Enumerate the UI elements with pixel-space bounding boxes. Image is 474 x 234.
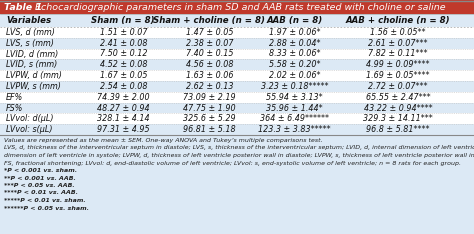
Text: 35.96 ± 1.44*: 35.96 ± 1.44*	[266, 103, 323, 113]
Text: 1.69 ± 0.05****: 1.69 ± 0.05****	[366, 71, 430, 80]
Bar	[0, 113, 474, 124]
Bar	[0, 70, 474, 81]
Bar	[0, 59, 474, 70]
Text: 1.97 ± 0.06*: 1.97 ± 0.06*	[269, 28, 320, 37]
Text: 1.47 ± 0.05: 1.47 ± 0.05	[185, 28, 233, 37]
Text: LVID, s (mm): LVID, s (mm)	[6, 60, 57, 69]
Text: ******P < 0.05 vs. sham.: ******P < 0.05 vs. sham.	[4, 205, 89, 211]
Text: AAB (n = 8): AAB (n = 8)	[266, 16, 323, 25]
Text: FS, fractional shortening; LVvol: d, end-diastolic volume of left ventricle; LVv: FS, fractional shortening; LVvol: d, end…	[4, 161, 461, 165]
Bar	[0, 0, 474, 14]
Text: Table 1: Table 1	[4, 3, 42, 11]
Text: LVS, s (mm): LVS, s (mm)	[6, 39, 54, 48]
Bar	[0, 14, 474, 27]
Text: 2.38 ± 0.07: 2.38 ± 0.07	[185, 39, 233, 48]
Text: 4.52 ± 0.08: 4.52 ± 0.08	[100, 60, 147, 69]
Text: 325.6 ± 5.29: 325.6 ± 5.29	[183, 114, 236, 123]
Text: 7.50 ± 0.12: 7.50 ± 0.12	[100, 50, 147, 58]
Text: 97.31 ± 4.95: 97.31 ± 4.95	[97, 125, 150, 134]
Text: dimension of left ventricle in systole; LVPW, d, thickness of left ventricle pos: dimension of left ventricle in systole; …	[4, 153, 474, 158]
Text: 1.63 ± 0.06: 1.63 ± 0.06	[185, 71, 233, 80]
Text: 43.22 ± 0.94****: 43.22 ± 0.94****	[364, 103, 433, 113]
Text: 2.88 ± 0.04*: 2.88 ± 0.04*	[269, 39, 320, 48]
Text: 7.40 ± 0.15: 7.40 ± 0.15	[185, 50, 233, 58]
Text: EF%: EF%	[6, 93, 23, 102]
Text: 1.51 ± 0.07: 1.51 ± 0.07	[100, 28, 147, 37]
Text: Sham (n = 8): Sham (n = 8)	[91, 16, 155, 25]
Text: *****P < 0.01 vs. sham.: *****P < 0.01 vs. sham.	[4, 198, 86, 203]
Text: 2.61 ± 0.07***: 2.61 ± 0.07***	[368, 39, 428, 48]
Text: Sham + choline (n = 8): Sham + choline (n = 8)	[153, 16, 265, 25]
Text: 2.02 ± 0.06*: 2.02 ± 0.06*	[269, 71, 320, 80]
Text: LVS, d, thickness of the interventricular septum in diastole; LVS, s, thickness : LVS, d, thickness of the interventricula…	[4, 146, 474, 150]
Text: LVvol: d(μL): LVvol: d(μL)	[6, 114, 54, 123]
Text: ***P < 0.05 vs. AAB.: ***P < 0.05 vs. AAB.	[4, 183, 75, 188]
Text: 96.81 ± 5.18: 96.81 ± 5.18	[183, 125, 236, 134]
Text: Echocardiographic parameters in sham SD and AAB rats treated with choline or sal: Echocardiographic parameters in sham SD …	[32, 3, 446, 11]
Text: 5.58 ± 0.20*: 5.58 ± 0.20*	[269, 60, 320, 69]
Text: 364 ± 6.49******: 364 ± 6.49******	[260, 114, 329, 123]
Text: LVS, d (mm): LVS, d (mm)	[6, 28, 55, 37]
Text: 2.62 ± 0.13: 2.62 ± 0.13	[185, 82, 233, 91]
Text: 123.3 ± 3.83*****: 123.3 ± 3.83*****	[258, 125, 331, 134]
Text: *P < 0.001 vs. sham.: *P < 0.001 vs. sham.	[4, 168, 77, 173]
Bar	[0, 49, 474, 59]
Text: 4.99 ± 0.09****: 4.99 ± 0.09****	[366, 60, 430, 69]
Text: 73.09 ± 2.19: 73.09 ± 2.19	[183, 93, 236, 102]
Text: LVvol: s(μL): LVvol: s(μL)	[6, 125, 53, 134]
Bar	[0, 102, 474, 113]
Text: Values are represented as the mean ± SEM. One-way ANOVA and Tukey’s multiple com: Values are represented as the mean ± SEM…	[4, 138, 323, 143]
Bar	[0, 81, 474, 92]
Text: ****P < 0.01 vs. AAB.: ****P < 0.01 vs. AAB.	[4, 190, 78, 195]
Text: 1.67 ± 0.05: 1.67 ± 0.05	[100, 71, 147, 80]
Text: 3.23 ± 0.18*****: 3.23 ± 0.18*****	[261, 82, 328, 91]
Text: 4.56 ± 0.08: 4.56 ± 0.08	[185, 60, 233, 69]
Bar	[0, 92, 474, 102]
Text: 65.55 ± 2.47***: 65.55 ± 2.47***	[366, 93, 430, 102]
Text: 2.41 ± 0.08: 2.41 ± 0.08	[100, 39, 147, 48]
Text: 2.72 ± 0.07***: 2.72 ± 0.07***	[368, 82, 428, 91]
Text: LVPW, d (mm): LVPW, d (mm)	[6, 71, 62, 80]
Bar	[0, 38, 474, 49]
Text: 48.27 ± 0.94: 48.27 ± 0.94	[97, 103, 150, 113]
Text: 55.94 ± 3.13*: 55.94 ± 3.13*	[266, 93, 323, 102]
Text: LVID, d (mm): LVID, d (mm)	[6, 50, 58, 58]
Text: 96.8 ± 5.81****: 96.8 ± 5.81****	[366, 125, 430, 134]
Bar	[0, 124, 474, 135]
Text: 2.54 ± 0.08: 2.54 ± 0.08	[100, 82, 147, 91]
Text: 47.75 ± 1.90: 47.75 ± 1.90	[183, 103, 236, 113]
Text: 8.33 ± 0.06*: 8.33 ± 0.06*	[269, 50, 320, 58]
Text: 328.1 ± 4.14: 328.1 ± 4.14	[97, 114, 150, 123]
Text: **P < 0.001 vs. AAB.: **P < 0.001 vs. AAB.	[4, 176, 76, 180]
Text: 329.3 ± 14.11***: 329.3 ± 14.11***	[364, 114, 433, 123]
Text: 1.56 ± 0.05**: 1.56 ± 0.05**	[371, 28, 426, 37]
Text: Variables: Variables	[6, 16, 51, 25]
Text: AAB + choline (n = 8): AAB + choline (n = 8)	[346, 16, 451, 25]
Bar	[0, 27, 474, 38]
Text: 7.82 ± 0.11***: 7.82 ± 0.11***	[368, 50, 428, 58]
Text: 74.39 ± 2.00: 74.39 ± 2.00	[97, 93, 150, 102]
Text: LVPW, s (mm): LVPW, s (mm)	[6, 82, 61, 91]
Text: FS%: FS%	[6, 103, 23, 113]
